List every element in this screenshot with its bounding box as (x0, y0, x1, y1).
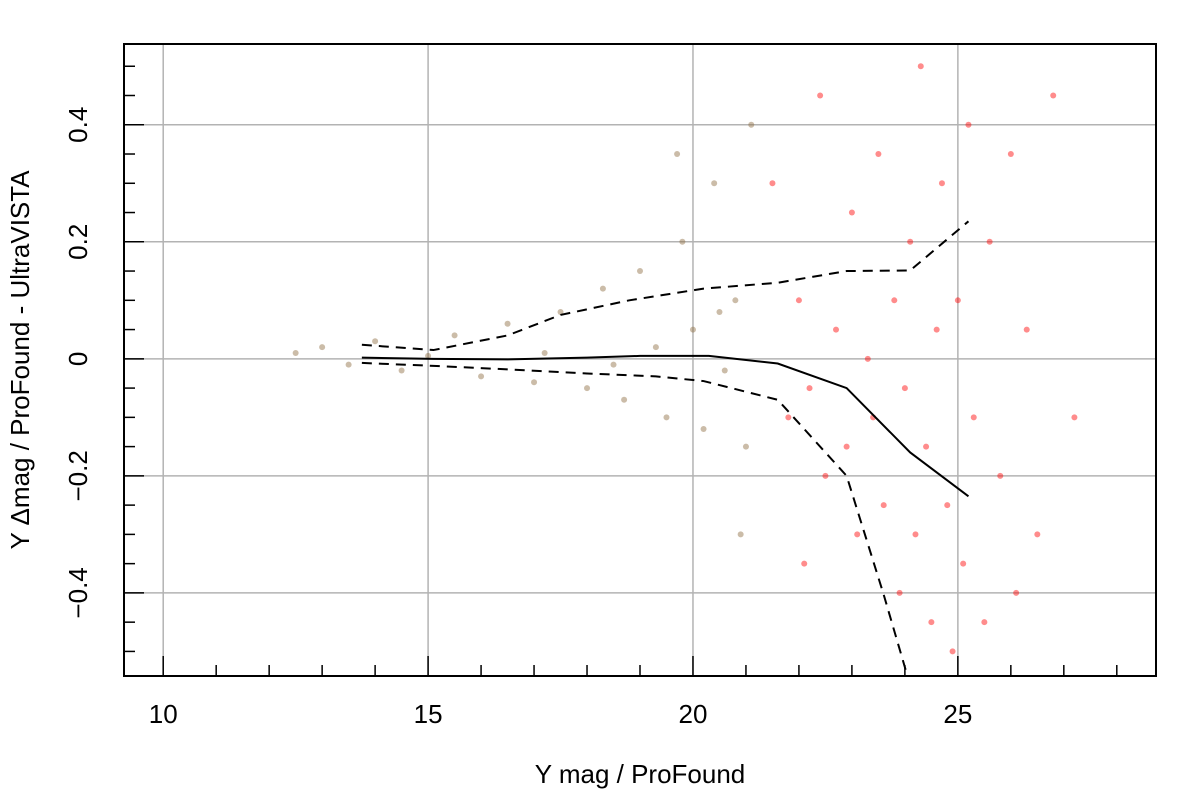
scatter-point (372, 338, 379, 345)
scatter-point (663, 414, 670, 421)
scatter-point (933, 326, 940, 333)
scatter-point (833, 326, 840, 333)
scatter-point (557, 309, 564, 316)
scatter-point (843, 443, 850, 450)
scatter-point (928, 619, 935, 626)
x-tick-label: 25 (943, 699, 972, 729)
scatter-point (1007, 151, 1014, 158)
scatter-point (398, 367, 405, 374)
scatter-point (584, 385, 591, 392)
scatter-point (917, 63, 924, 70)
scatter-point (451, 332, 458, 339)
scatter-point (716, 309, 723, 316)
scatter-point (891, 297, 898, 304)
scatter-point (896, 589, 903, 596)
scatter-point (319, 344, 326, 351)
scatter-point (965, 121, 972, 128)
scatter-point (938, 180, 945, 187)
scatter-point (970, 414, 977, 421)
scatter-point (599, 285, 606, 292)
scatter-point (785, 414, 792, 421)
x-tick-label: 15 (414, 699, 443, 729)
y-tick-label: 0 (63, 352, 93, 366)
scatter-point (689, 326, 696, 333)
scatter-point (801, 560, 808, 567)
scatter-point (854, 531, 861, 538)
scatter-point (954, 297, 961, 304)
scatter-point (960, 560, 967, 567)
scatter-point (1023, 326, 1030, 333)
scatter-point (944, 502, 951, 509)
y-tick-label: 0.4 (63, 107, 93, 143)
scatter-point (997, 472, 1004, 479)
scatter-point (721, 367, 728, 374)
scatter-point (795, 297, 802, 304)
scatter-point (748, 121, 755, 128)
scatter-point (610, 361, 617, 368)
plot-frame (123, 43, 1157, 677)
scatter-point (737, 531, 744, 538)
y-tick-label: −0.2 (63, 450, 93, 501)
scatter-point (637, 268, 643, 275)
scatter-point (864, 355, 871, 362)
scatter-point (679, 238, 686, 245)
scatter-point (541, 349, 548, 356)
scatter-point (817, 92, 824, 99)
scatter-point (345, 361, 352, 368)
line (361, 361, 909, 676)
scatter-point (912, 531, 919, 538)
scatter-point (1034, 531, 1041, 538)
scatter-point (621, 396, 628, 403)
scatter-point (901, 385, 908, 392)
scatter-point (742, 443, 749, 450)
scatter-point (875, 151, 882, 158)
scatter-point (652, 344, 659, 351)
scatter-point (822, 472, 829, 479)
scatter-point (1050, 92, 1057, 99)
scatter-point (806, 385, 813, 392)
x-axis-label: Y mag / ProFound (535, 759, 746, 789)
scatter-point (1071, 414, 1078, 421)
y-axis-label: Y Δmag / ProFound - UltraVISTA (5, 170, 35, 550)
scatter-point (674, 151, 681, 158)
scatter-point (1013, 589, 1020, 596)
scatter-point (700, 426, 707, 433)
y-tick-label: 0.2 (63, 224, 93, 260)
line (361, 220, 970, 352)
scatter-point (923, 443, 930, 450)
grid-layer (124, 44, 1156, 676)
scatter-point (711, 180, 718, 187)
scatter-point (292, 349, 299, 356)
scatter-point (981, 619, 988, 626)
scatter-point (478, 373, 485, 380)
x-tick-label: 20 (679, 699, 708, 729)
tick-layer: 10 15 20 25 −0.4 −0.2 0 0.2 0.4 (63, 65, 1118, 729)
scatter-point (986, 238, 993, 245)
scatter-point (769, 180, 776, 187)
data-layer (292, 63, 1078, 676)
line (361, 354, 970, 498)
scatter-point (880, 502, 887, 509)
scatter-point (907, 238, 914, 245)
scatter-point (531, 379, 538, 386)
scatter-point (949, 648, 956, 655)
scatter-point (425, 352, 432, 359)
scatter-point (848, 209, 855, 216)
scatter-point (504, 320, 511, 327)
scatter-point (732, 297, 739, 304)
x-tick-label: 10 (149, 699, 178, 729)
y-tick-label: −0.4 (63, 567, 93, 618)
